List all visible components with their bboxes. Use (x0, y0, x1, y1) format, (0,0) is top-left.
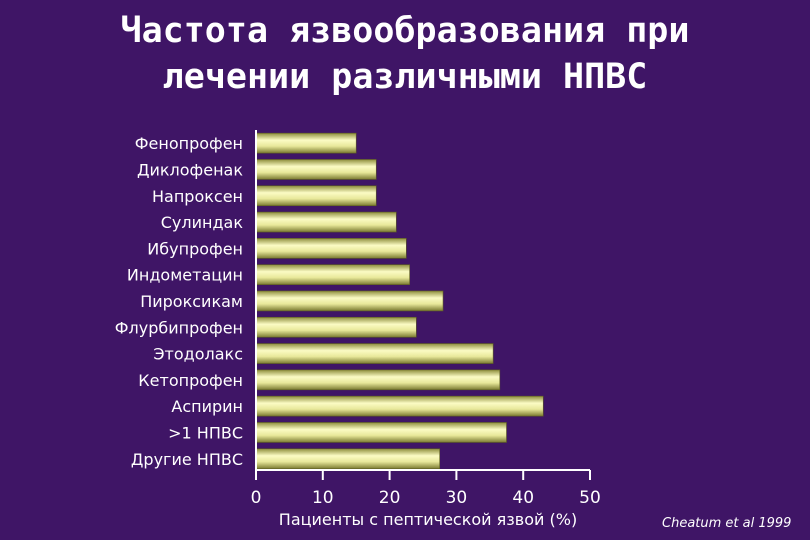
category-label-2: Диклофенак (137, 160, 243, 179)
bars-layer (255, 132, 544, 470)
title-line-1: Частота язвообразования при (120, 11, 690, 51)
bar-2 (255, 159, 377, 180)
x-tick-label-10: 10 (312, 488, 334, 508)
bar-3 (255, 185, 377, 207)
category-label-6: Индометацин (127, 266, 243, 285)
category-label-3: Напроксен (152, 187, 243, 206)
citation: Cheatum et al 1999 (662, 516, 792, 531)
axes-layer (255, 130, 591, 480)
x-axis-label: Пациенты с пептической язвой (%) (279, 510, 577, 529)
category-label-9: Этодолакс (153, 345, 243, 364)
bar-10 (255, 369, 501, 391)
x-tick-label-40: 40 (512, 488, 534, 508)
category-label-5: Ибупрофен (147, 239, 243, 258)
category-label-1: Фенопрофен (135, 134, 243, 153)
x-tick-label-50: 50 (579, 488, 601, 508)
bar-9 (255, 343, 494, 364)
x-tick-label-0: 0 (251, 488, 262, 508)
category-label-13: Другие НПВС (131, 450, 243, 469)
category-label-10: Кетопрофен (138, 371, 243, 390)
category-label-8: Флурбипрофен (115, 318, 243, 337)
category-label-7: Пироксикам (140, 292, 243, 311)
bar-6 (255, 264, 410, 285)
bar-13 (255, 448, 440, 470)
bar-7 (255, 290, 444, 312)
bar-12 (255, 422, 507, 443)
category-label-4: Сулиндак (161, 213, 244, 232)
title-line-2: лечении различными НПВС (162, 57, 648, 97)
bar-8 (255, 316, 417, 338)
labels-layer: Фенопрофен Диклофенак Напроксен Сулиндак Ибу… (115, 134, 601, 529)
x-tick-label-30: 30 (446, 488, 468, 508)
x-tick-label-20: 20 (379, 488, 401, 508)
category-label-11: Аспирин (171, 397, 243, 416)
bar-11 (255, 395, 544, 417)
bar-5 (255, 238, 407, 259)
slide-title: Частота язвообразования при лечении разл… (0, 8, 810, 100)
bar-4 (255, 211, 397, 233)
bar-1 (255, 132, 357, 154)
category-label-12: >1 НПВС (168, 423, 243, 442)
